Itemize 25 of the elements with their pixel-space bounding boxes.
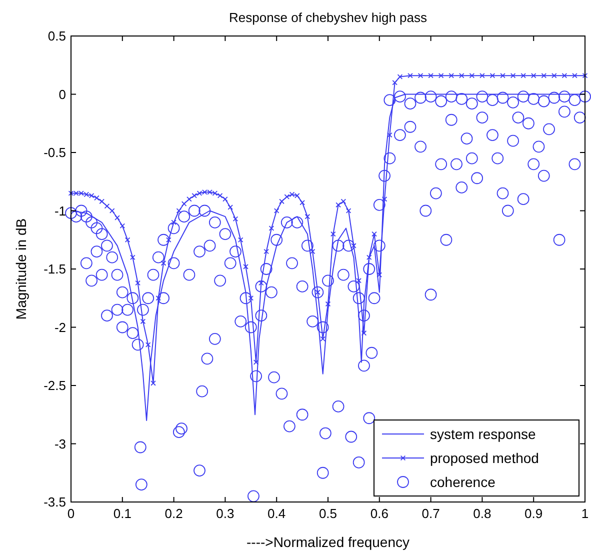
y-tick-label: -3 <box>54 436 66 452</box>
x-tick-label: 0.7 <box>422 506 440 521</box>
x-tick-label: 0.5 <box>318 506 338 521</box>
y-axis-title: Magnitude in dB <box>13 218 29 320</box>
x-tick-label: 0.1 <box>113 506 132 521</box>
x-tick-label: 0.8 <box>473 506 492 521</box>
x-tick-label: 1 <box>581 506 589 521</box>
y-tick-label: -1 <box>54 203 66 218</box>
y-tick-label: -1.5 <box>44 262 66 276</box>
y-tick-label: -0.5 <box>44 145 66 160</box>
y-tick-label: -2 <box>54 320 66 335</box>
y-tick-label: -3.5 <box>44 494 66 510</box>
y-tick-label: 0 <box>58 86 66 102</box>
x-axis-title: ---->Normalized frequency <box>246 534 410 550</box>
x-tick-label: 0.6 <box>370 506 388 521</box>
legend-label: proposed method <box>430 450 539 466</box>
y-tick-label: 0.5 <box>48 28 66 44</box>
x-tick-label: 0.3 <box>216 506 234 521</box>
x-tick-label: 0.2 <box>164 506 183 521</box>
x-tick-label: 0.4 <box>268 506 286 521</box>
legend-label: coherence <box>430 474 496 490</box>
x-tick-label: 0.9 <box>524 506 543 521</box>
legend-label: system response <box>430 426 536 442</box>
y-tick-label: -2.5 <box>44 378 66 393</box>
chart-title: Response of chebyshev high pass <box>228 10 428 25</box>
